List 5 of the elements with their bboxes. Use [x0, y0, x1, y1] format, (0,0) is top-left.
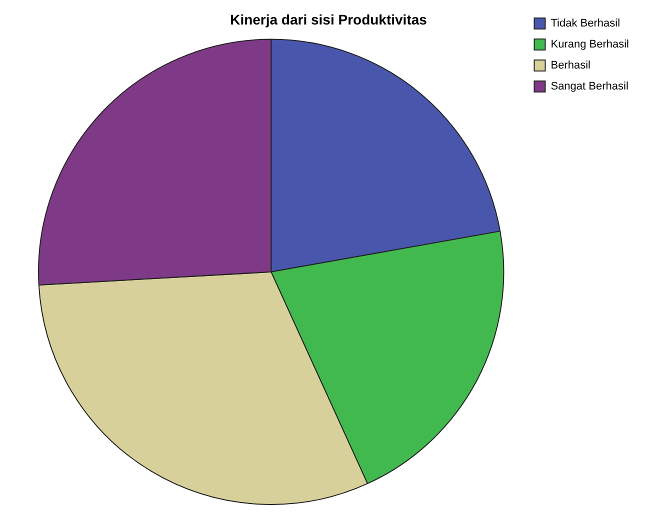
- legend-label: Tidak Berhasil: [550, 18, 620, 30]
- legend-label: Sangat Berhasil: [550, 80, 628, 93]
- legend-label: Berhasil: [550, 60, 590, 72]
- legend-label: Kurang Berhasil: [550, 38, 630, 51]
- chart-title: Kinerja dari sisi Produktivitas: [230, 11, 428, 28]
